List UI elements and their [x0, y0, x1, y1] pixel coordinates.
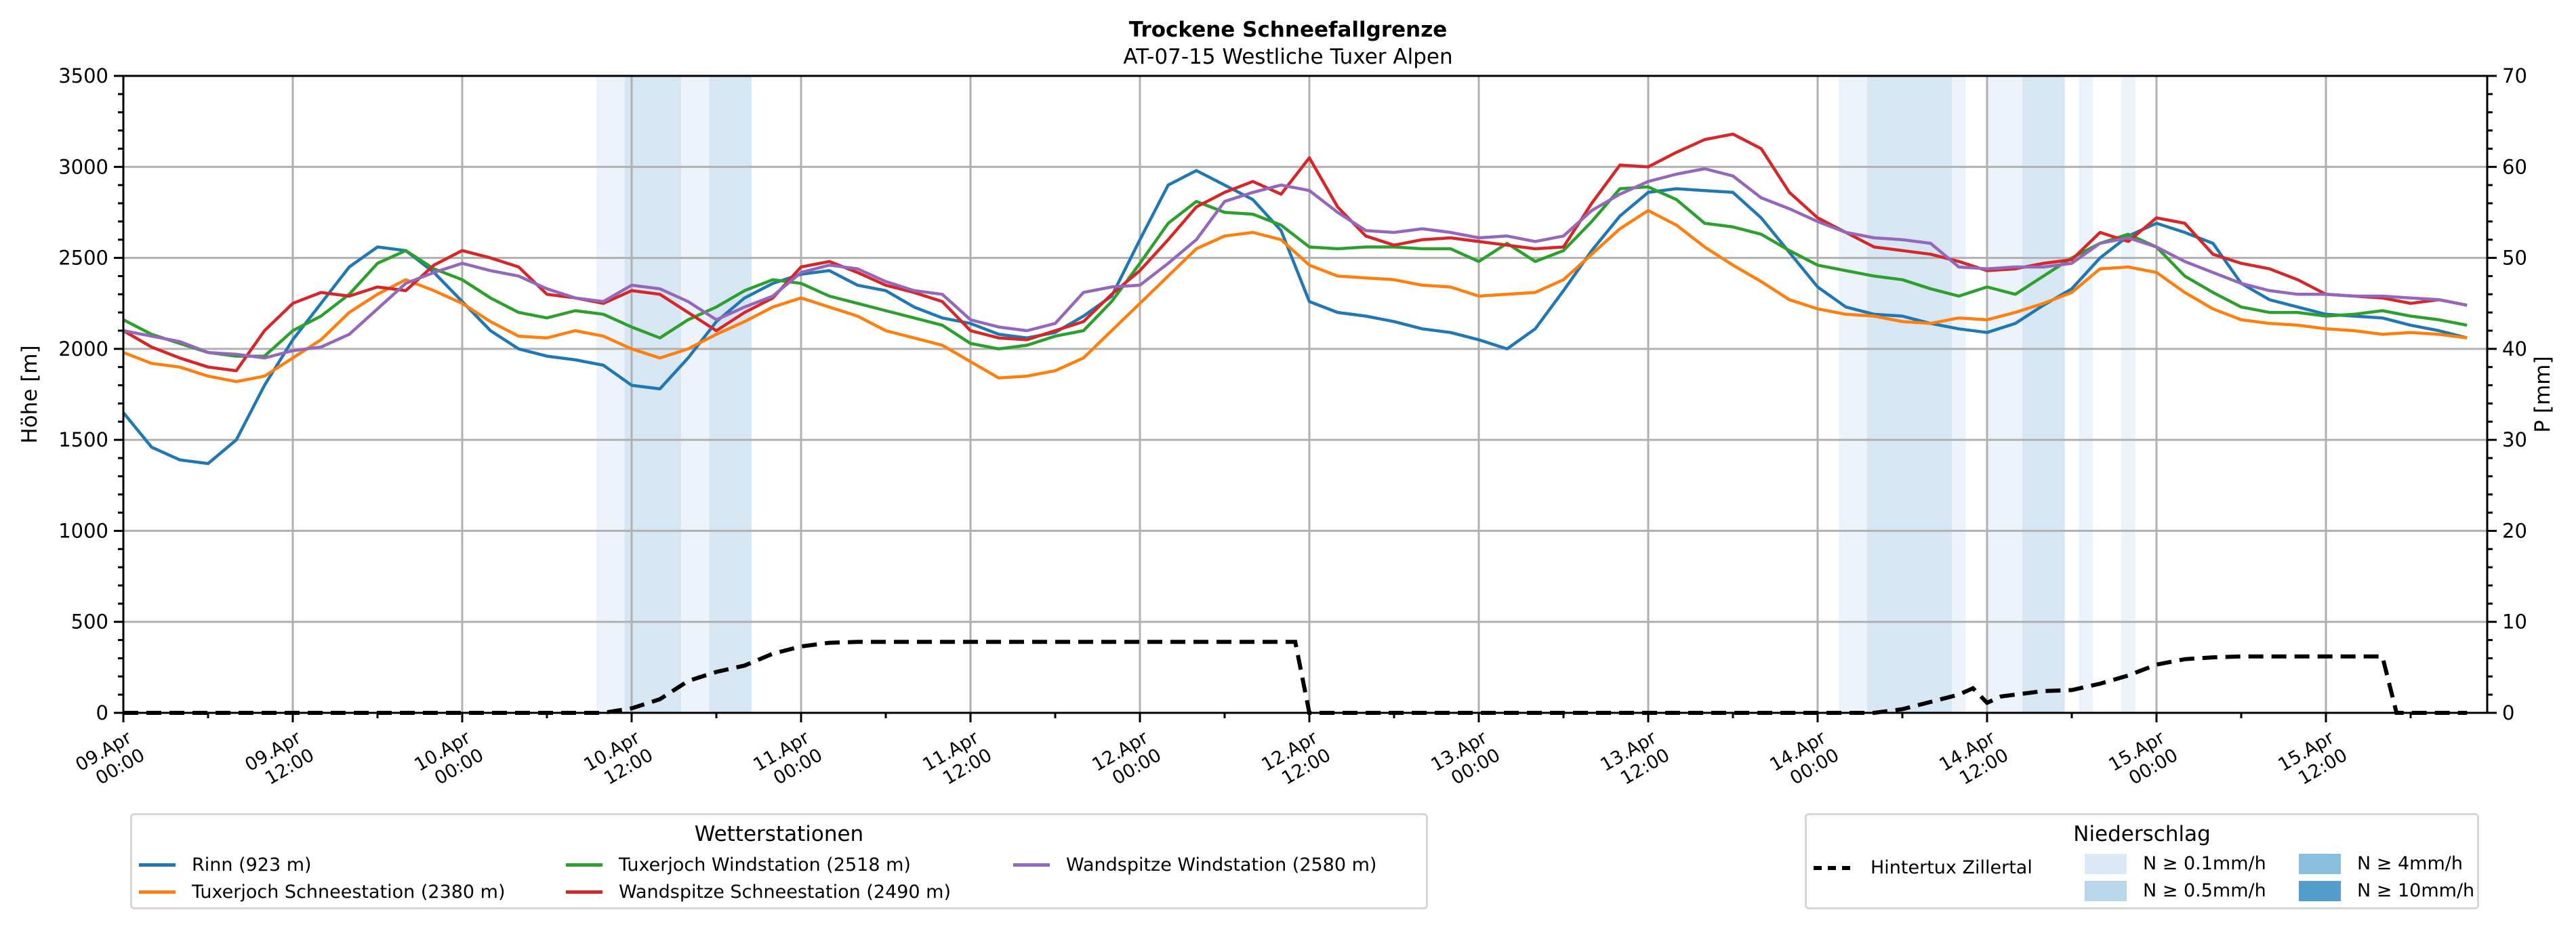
y-tick-right-label: 30 [2502, 428, 2527, 451]
y-tick-label: 2500 [58, 247, 108, 270]
precip-band [2079, 76, 2093, 713]
precip-band [2121, 76, 2135, 713]
precip-band [1951, 76, 1966, 713]
legend-label: N ≥ 0.5mm/h [2143, 880, 2266, 901]
y-axis-label-right: P [mm] [2531, 356, 2555, 432]
y-tick-label: 1500 [58, 428, 108, 451]
plot-frame [122, 75, 2489, 714]
legend-label: N ≥ 4mm/h [2357, 853, 2463, 874]
legend-item: N ≥ 10mm/h [2299, 880, 2474, 901]
legend-item: N ≥ 0.5mm/h [2085, 880, 2266, 901]
legend-item: Wandspitze Schneestation (2490 m) [566, 882, 951, 903]
legend-stations-title: Wetterstationen [694, 822, 864, 846]
legend-patch [2085, 853, 2127, 874]
y-tick-label: 0 [96, 701, 108, 724]
y-ticks-left: 0 500 1000 1500 2000 2500 3000 3500 [58, 64, 123, 724]
series-line-0 [122, 169, 2468, 466]
legend-precip: Niederschlag Hintertux Zillertal N ≥ 0.1… [1805, 813, 2479, 909]
series-line-3 [122, 132, 2468, 373]
chart-title: Trockene Schneefallgrenze [1128, 18, 1448, 42]
y-tick-label: 2000 [58, 337, 108, 360]
legend-label: Wandspitze Schneestation (2490 m) [619, 882, 952, 903]
legend-item: Tuxerjoch Windstation (2518 m) [566, 854, 911, 875]
axes [122, 75, 2489, 714]
legend-patch [2085, 880, 2127, 901]
legend-item: Tuxerjoch Schneestation (2380 m) [139, 882, 506, 903]
legend-dash-swatch [1814, 865, 1850, 870]
legend-item: Hintertux Zillertal [1814, 857, 2032, 878]
legend-swatch [566, 890, 602, 894]
precip-bands [596, 76, 2135, 713]
legend-stations: Wetterstationen Rinn (923 m) Tuxerjoch S… [130, 813, 1428, 909]
legend-label: N ≥ 10mm/h [2357, 880, 2475, 901]
precip-band [2022, 76, 2065, 713]
legend-swatch [566, 863, 602, 867]
y-tick-right-label: 60 [2502, 155, 2527, 178]
y-tick-right-label: 40 [2502, 337, 2527, 360]
precip-line [123, 640, 2468, 715]
series-line-4 [123, 167, 2468, 360]
y-axis-label: Höhe [m] [18, 345, 42, 443]
legend-item: Rinn (923 m) [139, 854, 312, 875]
precip-band [709, 76, 752, 713]
y-tick-right-label: 70 [2502, 64, 2527, 87]
legend-label: Rinn (923 m) [192, 854, 312, 875]
legend-patch [2299, 880, 2341, 901]
legend-swatch [139, 863, 176, 867]
legend-item: N ≥ 0.1mm/h [2085, 853, 2266, 874]
y-tick-right-label: 10 [2502, 611, 2527, 634]
precip-band [1839, 76, 1867, 713]
precip-band [596, 76, 625, 713]
y-tick-label: 1000 [58, 519, 108, 542]
legend-label: Tuxerjoch Schneestation (2380 m) [192, 882, 506, 903]
precip-line-hintertux [123, 640, 2468, 715]
precip-band [680, 76, 710, 713]
precip-band [1987, 76, 2023, 713]
legend-label: Hintertux Zillertal [1870, 857, 2032, 878]
y-tick-label: 500 [71, 611, 108, 634]
legend-swatch [1013, 863, 1050, 867]
y-ticks-right: 0 10 20 30 40 50 60 70 [2487, 64, 2527, 724]
series-line-1 [123, 209, 2468, 384]
y-tick-right-label: 0 [2502, 701, 2514, 724]
y-tick-right-label: 20 [2502, 519, 2527, 542]
legend-label: N ≥ 0.1mm/h [2143, 853, 2266, 874]
legend-patch [2299, 853, 2341, 874]
legend-label: Wandspitze Windstation (2580 m) [1066, 854, 1377, 875]
legend-swatch [139, 890, 176, 894]
y-tick-right-label: 50 [2502, 247, 2527, 270]
precip-band [1866, 76, 1952, 713]
legend-item: Wandspitze Windstation (2580 m) [1013, 854, 1376, 875]
chart-subtitle: AT-07-15 Westliche Tuxer Alpen [1123, 45, 1453, 69]
legend-precip-title: Niederschlag [2073, 822, 2211, 846]
y-tick-label: 3000 [58, 155, 108, 178]
precip-band [624, 76, 681, 713]
legend-item: N ≥ 4mm/h [2299, 853, 2463, 874]
series-line-2 [122, 185, 2468, 358]
series-lines [122, 132, 2468, 466]
y-tick-label: 3500 [58, 64, 108, 87]
legend-label: Tuxerjoch Windstation (2518 m) [619, 854, 911, 875]
